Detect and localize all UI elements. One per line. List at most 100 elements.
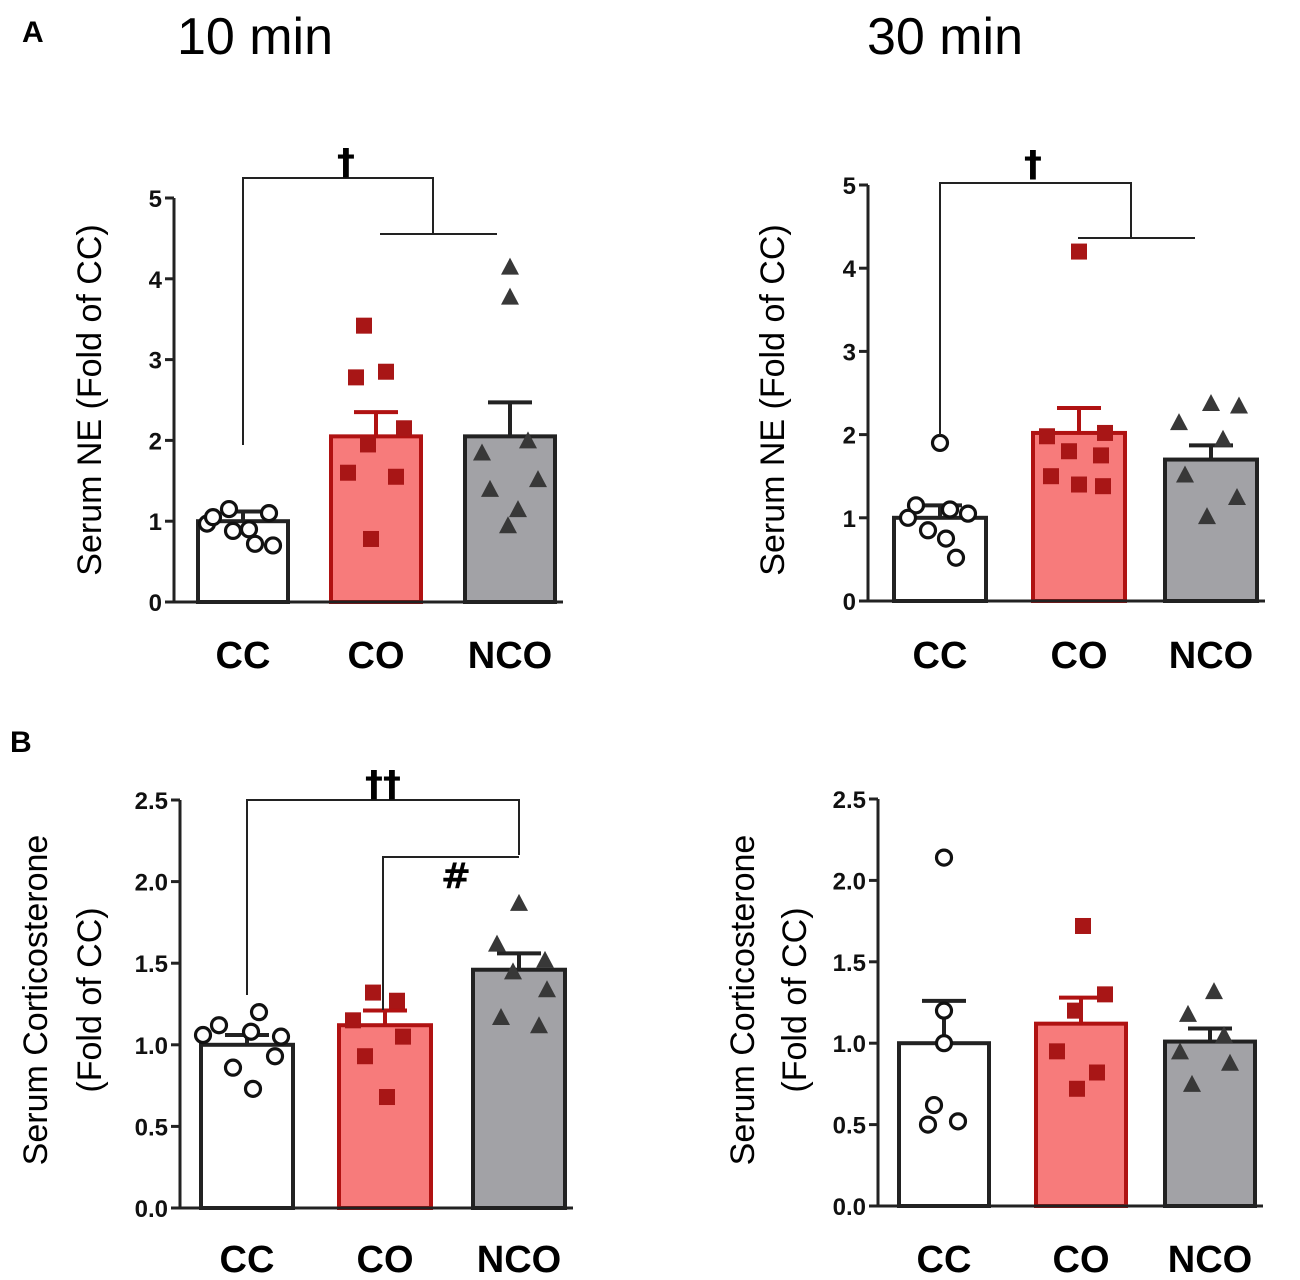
y-tick-label: 2	[843, 423, 856, 450]
point-co	[345, 1012, 361, 1029]
point-cc	[219, 499, 239, 519]
point-co	[348, 369, 364, 386]
point-cc	[239, 520, 259, 539]
point-co	[1043, 468, 1059, 485]
point-nco	[519, 431, 537, 449]
y-tick-label: 2	[149, 428, 162, 455]
category-label-cc: CC	[220, 1239, 275, 1280]
significance-marker: †	[1024, 144, 1042, 185]
y-axis-title-line: (Fold of CC)	[776, 907, 814, 1092]
point-co	[1049, 1043, 1065, 1060]
y-tick-label: 0.5	[135, 1114, 168, 1141]
point-co	[1071, 476, 1087, 493]
bar-nco	[1163, 1039, 1257, 1209]
point-cc	[263, 536, 283, 555]
point-cc	[934, 848, 954, 867]
significance-marker: #	[441, 856, 471, 897]
point-co	[1095, 478, 1111, 495]
point-nco	[1215, 1026, 1233, 1044]
bar-co	[329, 434, 423, 604]
point-cc	[223, 521, 243, 540]
point-cc	[934, 1034, 954, 1053]
y-tick-label: 0.0	[833, 1194, 866, 1221]
point-cc	[946, 548, 966, 567]
y-tick-label: 5	[843, 173, 856, 200]
point-co	[1097, 424, 1113, 441]
category-label-nco: NCO	[1169, 635, 1253, 677]
point-co	[357, 1048, 373, 1065]
point-co	[1097, 986, 1113, 1003]
point-co	[356, 317, 372, 334]
y-tick-label: 0.0	[135, 1196, 168, 1223]
point-cc	[930, 433, 950, 453]
point-cc	[259, 504, 279, 523]
point-co	[388, 468, 404, 485]
point-cc	[936, 529, 956, 548]
significance-marker: †	[337, 142, 355, 183]
y-tick-label: 0	[149, 590, 162, 617]
point-cc	[271, 1027, 291, 1046]
y-tick-label: 2.0	[833, 868, 866, 895]
point-nco	[1170, 413, 1188, 431]
point-nco	[499, 516, 517, 534]
point-nco	[501, 257, 519, 275]
chart-ne_10: 0 1 2 3 4 5 CC CO NCO Serum NE (Fold of CC) †	[71, 142, 563, 677]
y-axis-title-line: Serum Corticosterone	[17, 835, 55, 1166]
point-cc	[934, 1001, 954, 1020]
category-label-nco: NCO	[468, 635, 552, 677]
point-co	[360, 436, 376, 453]
point-cc	[918, 1115, 938, 1134]
point-nco	[504, 962, 522, 980]
point-co	[396, 420, 412, 437]
bar-cc	[897, 1041, 991, 1208]
point-co	[1061, 443, 1077, 460]
point-co	[340, 464, 356, 481]
y-tick-label: 3	[149, 348, 162, 375]
y-tick-label: 0	[843, 589, 856, 616]
chart-cort_10: 0.0 0.5 1.0 1.5 2.0 2.5 CC CO NCO Serum Corticost…	[17, 764, 573, 1280]
point-nco	[1205, 982, 1223, 1000]
point-nco	[1202, 393, 1220, 411]
y-tick-label: 1	[149, 509, 162, 536]
point-nco	[530, 1016, 548, 1034]
y-axis-title-line: Serum Corticosterone	[724, 835, 762, 1166]
point-cc	[245, 534, 265, 553]
point-co	[378, 363, 394, 380]
y-axis-title: Serum NE (Fold of CC)	[754, 224, 792, 575]
point-cc	[924, 1095, 944, 1115]
significance-bracket	[939, 182, 1132, 435]
bar-nco	[1163, 457, 1259, 603]
point-nco	[1214, 429, 1232, 447]
point-cc	[948, 1112, 968, 1131]
point-nco	[1230, 396, 1248, 414]
point-nco	[1179, 1004, 1197, 1022]
point-nco	[510, 893, 528, 911]
point-nco	[473, 443, 491, 461]
point-nco	[1221, 1053, 1239, 1071]
y-tick-label: 5	[149, 186, 162, 213]
y-tick-label: 2.5	[833, 787, 866, 814]
category-label-nco: NCO	[477, 1239, 561, 1280]
y-tick-label: 3	[843, 339, 856, 366]
point-cc	[906, 496, 926, 515]
bar-cc	[892, 515, 988, 603]
point-co	[1071, 243, 1087, 260]
point-co	[1069, 1080, 1085, 1097]
column-title-left: 10 min	[177, 8, 333, 66]
chart-ne_30: 0 1 2 3 4 5 CC CO NCO Serum NE (Fold of CC) †	[754, 144, 1265, 677]
significance-bracket	[382, 856, 519, 1010]
y-tick-label: 1	[843, 506, 856, 533]
category-label-cc: CC	[917, 1239, 972, 1280]
point-co	[363, 530, 379, 547]
point-cc	[265, 1047, 285, 1066]
point-cc	[209, 1016, 229, 1035]
panel-label-a: A	[22, 16, 44, 49]
point-co	[1089, 1064, 1105, 1081]
point-nco	[1228, 488, 1246, 505]
point-nco	[488, 934, 506, 952]
point-cc	[223, 1058, 243, 1077]
point-co	[379, 1089, 395, 1106]
y-tick-label: 1.5	[135, 951, 168, 978]
bar-co	[1031, 430, 1127, 603]
